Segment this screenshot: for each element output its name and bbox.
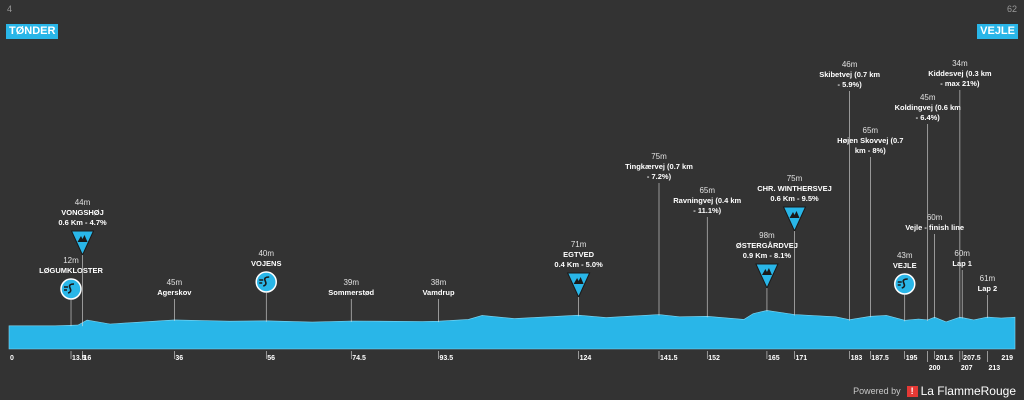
- distance-tick-label-12: 183: [851, 355, 863, 362]
- flamme-rouge-logo-icon: !: [906, 385, 918, 397]
- distance-tick-label-13: 187.5: [871, 355, 889, 362]
- distance-tick-label-20: 219: [1001, 355, 1013, 362]
- end-km-label: 62: [1006, 4, 1017, 14]
- annotation-name-17: Lap 1: [952, 259, 972, 268]
- annotation-elevation-4: 39m: [343, 278, 359, 287]
- distance-tick-label-2: 16: [83, 355, 91, 362]
- annotation-elevation-3: 40m: [258, 249, 274, 258]
- annotation-elevation-15: 60m: [927, 213, 943, 222]
- distance-tick-label-9: 152: [708, 355, 720, 362]
- distance-tick-label-6: 93.5: [440, 355, 454, 362]
- annotation-name-4: Sommerstød: [328, 288, 374, 297]
- distance-tick-label-18: 207.5: [963, 355, 981, 362]
- annotation-elevation-10: 75m: [787, 174, 803, 183]
- annotation-name-13: VEJLE: [893, 261, 917, 270]
- annotation-name-5: Vamdrup: [422, 288, 455, 297]
- annotation-elevation-6: 71m: [571, 240, 587, 249]
- annotation-name-8: Ravningvej (0.4 km: [673, 196, 741, 205]
- annotation-name-7: Tingkærvej (0.7 km: [625, 162, 693, 171]
- annotation-elevation-11: 46m: [842, 60, 858, 69]
- annotation-elevation-8: 65m: [699, 186, 715, 195]
- annotation-elevation-12: 65m: [863, 126, 879, 135]
- powered-by-label: Powered by: [853, 386, 901, 396]
- mountain-icon-10: [789, 211, 800, 218]
- annotation-elevation-5: 38m: [431, 278, 447, 287]
- annotation-elevation-18: 61m: [980, 274, 996, 283]
- distance-tick-label-4: 56: [267, 355, 275, 362]
- sprint-glyph-icon-0: [64, 283, 75, 294]
- start-km-label: 4: [7, 4, 13, 14]
- distance-tick-label-7: 124: [580, 355, 592, 362]
- annotation-elevation-2: 45m: [167, 278, 183, 287]
- annotation-elevation-13: 43m: [897, 251, 913, 260]
- annotation-detail-14: - 6.4%): [916, 113, 941, 122]
- distance-tick-label-5: 74.5: [352, 355, 366, 362]
- annotation-elevation-0: 12m: [63, 256, 79, 265]
- annotation-detail-12: km - 8%): [855, 146, 886, 155]
- climb-marker-icon-10: [782, 206, 807, 233]
- annotation-elevation-9: 98m: [759, 231, 775, 240]
- sprint-glyph-icon-3: [259, 276, 270, 287]
- distance-tick-label-16: 201.5: [936, 355, 954, 362]
- annotation-name-0: LØGUMKLOSTER: [39, 266, 103, 275]
- annotation-name-6: EGTVED: [563, 250, 594, 259]
- annotation-elevation-17: 60m: [954, 249, 970, 258]
- climb-marker-icon-9: [755, 263, 779, 290]
- distance-tick-label-14: 195: [906, 355, 918, 362]
- distance-tick-label-11: 171: [796, 355, 808, 362]
- brand-name: La FlammeRouge: [920, 384, 1016, 398]
- distance-tick-label-3: 36: [175, 355, 183, 362]
- distance-tick-label-10: 165: [768, 355, 780, 362]
- annotation-elevation-14: 45m: [920, 93, 936, 102]
- distance-tick-label-8: 141.5: [660, 355, 678, 362]
- sprint-glyph-icon-13: [897, 278, 908, 289]
- annotation-name-9: ØSTERGÅRDVEJ: [736, 241, 798, 250]
- annotation-name-12: Højen Skovvej (0.7: [837, 136, 903, 145]
- annotation-name-11: Skibetvej (0.7 km: [819, 70, 880, 79]
- annotation-detail-9: 0.9 Km - 8.1%: [743, 251, 792, 260]
- annotation-elevation-16: 34m: [952, 59, 968, 68]
- distance-tick-label-15: 200: [929, 365, 941, 372]
- annotation-name-14: Koldingvej (0.6 km: [895, 103, 962, 112]
- annotation-detail-10: 0.6 Km - 9.5%: [770, 194, 819, 203]
- annotation-detail-7: - 7.2%): [647, 172, 672, 181]
- start-city-badge: TØNDER: [6, 24, 59, 39]
- annotation-detail-16: - max 21%): [940, 79, 980, 88]
- mountain-icon-9: [761, 268, 772, 275]
- mountain-icon-6: [573, 277, 584, 284]
- annotation-detail-1: 0.6 Km - 4.7%: [58, 218, 107, 227]
- annotation-name-1: VONGSHØJ: [61, 208, 104, 217]
- annotation-detail-8: - 11.1%): [693, 206, 721, 215]
- annotation-name-15: Vejle - finish line: [905, 223, 964, 232]
- annotation-detail-11: - 5.9%): [838, 80, 863, 89]
- annotation-name-18: Lap 2: [978, 284, 998, 293]
- annotation-name-16: Kiddesvej (0.3 km: [928, 69, 992, 78]
- climb-marker-icon-6: [566, 272, 591, 299]
- distance-tick-label-19: 213: [988, 365, 1000, 372]
- mountain-icon-1: [77, 235, 88, 242]
- annotation-elevation-7: 75m: [651, 152, 667, 161]
- powered-by-credit: Powered by ! La FlammeRouge: [853, 384, 1016, 398]
- annotation-name-3: VOJENS: [251, 259, 281, 268]
- distance-tick-label-0: 0: [10, 355, 14, 362]
- distance-tick-label-1: 13.5: [72, 355, 86, 362]
- elevation-profile-area: [8, 310, 1016, 350]
- annotation-elevation-1: 44m: [75, 198, 91, 207]
- annotation-name-10: CHR. WINTHERSVEJ: [757, 184, 832, 193]
- annotation-detail-6: 0.4 Km - 5.0%: [554, 260, 603, 269]
- annotation-name-2: Agerskov: [157, 288, 192, 297]
- distance-tick-label-17: 207: [961, 365, 973, 372]
- finish-city-badge: VEJLE: [977, 24, 1018, 39]
- climb-marker-icon-1: [70, 230, 95, 257]
